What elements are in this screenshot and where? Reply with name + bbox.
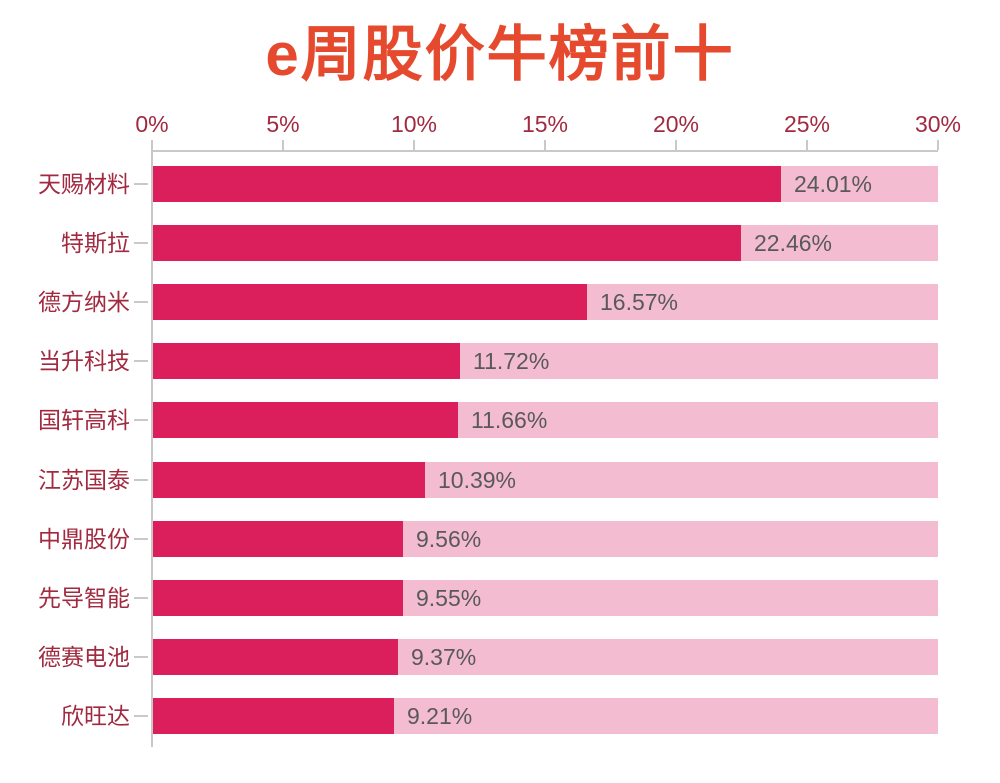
axis-tick-label: 20%	[652, 111, 700, 137]
category-label: 欣旺达	[61, 703, 130, 729]
bar-row: 先导智能 9.55%	[0, 580, 1000, 616]
axis-tick-label: 15%	[521, 111, 569, 137]
y-axis-line	[151, 150, 153, 747]
bar-track: 9.37%	[153, 639, 938, 675]
bar-row: 中鼎股份 9.56%	[0, 521, 1000, 557]
category-tick-mark	[134, 183, 148, 185]
bar-track: 11.72%	[153, 343, 938, 379]
value-label: 22.46%	[754, 230, 833, 256]
category-tick-mark	[134, 538, 148, 540]
bar-track: 16.57%	[153, 284, 938, 320]
bar-track: 10.39%	[153, 462, 938, 498]
axis-tick-label: 0%	[135, 111, 169, 137]
category-tick-mark	[134, 242, 148, 244]
bar-row: 天赐材料 24.01%	[0, 166, 1000, 202]
bar-track: 22.46%	[153, 225, 938, 261]
category-label: 江苏国泰	[38, 467, 130, 493]
bar-row: 德方纳米 16.57%	[0, 284, 1000, 320]
axis-tick-mark	[413, 140, 415, 150]
value-label: 9.55%	[416, 585, 482, 611]
value-label: 11.72%	[473, 348, 550, 374]
axis-tick-mark	[806, 140, 808, 150]
bar-track: 9.21%	[153, 698, 938, 734]
chart-title: e周股价牛榜前十	[265, 21, 735, 88]
category-tick-mark	[134, 360, 148, 362]
category-tick-mark	[134, 715, 148, 717]
bar-fill	[153, 343, 460, 379]
bar-track: 9.55%	[153, 580, 938, 616]
value-label: 24.01%	[794, 171, 873, 197]
bar-fill	[153, 462, 425, 498]
bar-fill	[153, 521, 403, 557]
bar-fill	[153, 225, 741, 261]
axis-tick-mark	[151, 140, 153, 150]
bar-row: 国轩高科 11.66%	[0, 402, 1000, 438]
category-label: 国轩高科	[38, 407, 130, 433]
axis-tick-label: 25%	[783, 111, 831, 137]
category-label: 当升科技	[38, 348, 130, 374]
bar-row: 当升科技 11.72%	[0, 343, 1000, 379]
category-tick-mark	[134, 479, 148, 481]
category-label: 先导智能	[38, 585, 130, 611]
axis-tick-label: 10%	[390, 111, 438, 137]
value-label: 9.56%	[416, 526, 482, 552]
bar-fill	[153, 402, 458, 438]
category-tick-mark	[134, 301, 148, 303]
axis-tick-mark	[675, 140, 677, 150]
category-label: 天赐材料	[38, 171, 130, 197]
bar-fill	[153, 166, 781, 202]
bar-row: 特斯拉 22.46%	[0, 225, 1000, 261]
value-label: 10.39%	[438, 467, 517, 493]
bar-row: 德赛电池 9.37%	[0, 639, 1000, 675]
bar-fill	[153, 639, 398, 675]
bar-fill	[153, 284, 587, 320]
value-label: 9.21%	[407, 703, 473, 729]
category-label: 中鼎股份	[38, 526, 130, 552]
bar-row: 欣旺达 9.21%	[0, 698, 1000, 734]
axis-tick-label: 5%	[266, 111, 300, 137]
category-tick-mark	[134, 597, 148, 599]
value-label: 9.37%	[411, 644, 477, 670]
category-label: 德方纳米	[38, 289, 130, 315]
bar-track: 9.56%	[153, 521, 938, 557]
bar-track: 11.66%	[153, 402, 938, 438]
bar-fill	[153, 580, 403, 616]
axis-tick-label: 30%	[914, 111, 962, 137]
bar-row: 江苏国泰 10.39%	[0, 462, 1000, 498]
axis-tick-mark	[544, 140, 546, 150]
bar-track: 24.01%	[153, 166, 938, 202]
axis-tick-mark	[937, 140, 939, 150]
x-axis-line	[152, 150, 938, 152]
category-tick-mark	[134, 656, 148, 658]
axis-tick-mark	[282, 140, 284, 150]
bar-fill	[153, 698, 394, 734]
value-label: 11.66%	[471, 407, 548, 433]
category-tick-mark	[134, 419, 148, 421]
category-label: 德赛电池	[38, 644, 130, 670]
category-label: 特斯拉	[61, 230, 130, 256]
value-label: 16.57%	[600, 289, 679, 315]
